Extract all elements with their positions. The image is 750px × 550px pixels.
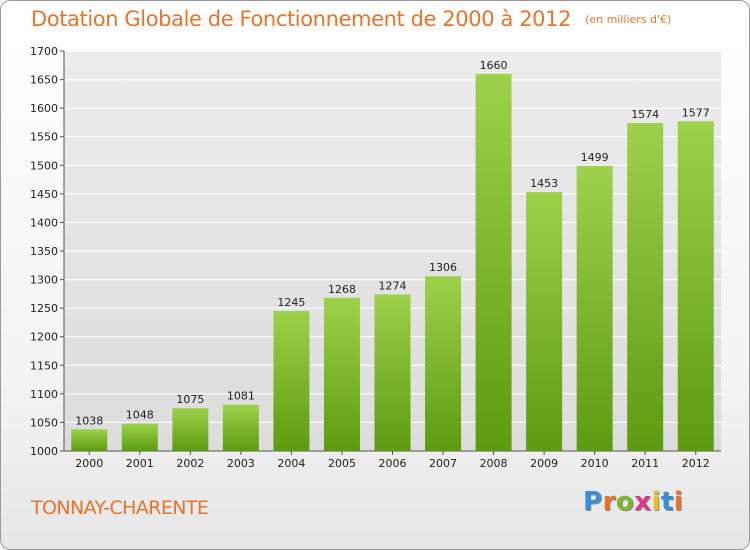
logo-letter: x <box>634 487 652 517</box>
logo-letter: P <box>583 487 603 517</box>
bar <box>677 121 714 452</box>
x-tick-label: 2001 <box>126 457 154 470</box>
data-label: 1660 <box>480 59 508 72</box>
data-label: 1268 <box>328 283 356 296</box>
y-tick-label: 1300 <box>30 274 58 287</box>
x-tick-label: 2007 <box>429 457 457 470</box>
x-tick-label: 2003 <box>227 457 255 470</box>
chart-title-text: Dotation Globale de Fonctionnement de 20… <box>31 7 572 31</box>
data-label: 1075 <box>176 393 204 406</box>
city-name: TONNAY-CHARENTE <box>31 497 209 519</box>
data-label: 1574 <box>631 108 659 121</box>
bar <box>71 429 108 451</box>
bar <box>425 276 462 451</box>
bar <box>526 192 563 451</box>
logo-letter: i <box>673 487 684 517</box>
y-tick-label: 1700 <box>30 45 58 58</box>
data-label: 1274 <box>379 279 407 292</box>
bar <box>323 297 360 451</box>
chart-unit: (en milliers d'€) <box>585 13 672 26</box>
x-tick-label: 2008 <box>480 457 508 470</box>
bar <box>576 165 613 451</box>
logo-letter: r <box>602 487 616 517</box>
data-label: 1245 <box>277 296 305 309</box>
bar <box>627 123 664 451</box>
y-tick-label: 1350 <box>30 245 58 258</box>
data-label: 1453 <box>530 177 558 190</box>
x-tick-label: 2000 <box>75 457 103 470</box>
proxiti-logo: Proxiti <box>583 487 683 517</box>
y-tick-label: 1450 <box>30 188 58 201</box>
bar <box>172 408 209 451</box>
bar <box>222 404 259 451</box>
chart-title: Dotation Globale de Fonctionnement de 20… <box>31 7 671 31</box>
data-label: 1499 <box>581 151 609 164</box>
logo-letter: i <box>651 487 661 517</box>
logo-letter: o <box>615 487 635 517</box>
y-tick-label: 1000 <box>30 445 58 458</box>
y-tick-label: 1200 <box>30 331 58 344</box>
x-tick-label: 2006 <box>379 457 407 470</box>
bar <box>374 294 411 451</box>
y-tick-label: 1500 <box>30 159 58 172</box>
x-tick-label: 2010 <box>581 457 609 470</box>
y-tick-label: 1600 <box>30 102 58 115</box>
bar <box>475 73 512 451</box>
x-tick-label: 2002 <box>176 457 204 470</box>
y-tick-label: 1150 <box>30 359 58 372</box>
x-tick-label: 2009 <box>530 457 558 470</box>
y-tick-label: 1100 <box>30 388 58 401</box>
data-label: 1306 <box>429 261 457 274</box>
data-label: 1048 <box>126 409 154 422</box>
logo-letter: t <box>660 487 674 517</box>
bar <box>121 423 158 451</box>
bar <box>273 311 310 451</box>
y-tick-label: 1050 <box>30 416 58 429</box>
data-label: 1081 <box>227 390 255 403</box>
y-tick-label: 1250 <box>30 302 58 315</box>
x-tick-label: 2012 <box>682 457 710 470</box>
x-tick-label: 2004 <box>277 457 305 470</box>
y-tick-label: 1400 <box>30 216 58 229</box>
x-tick-label: 2011 <box>631 457 659 470</box>
y-tick-label: 1550 <box>30 131 58 144</box>
x-tick-label: 2005 <box>328 457 356 470</box>
data-label: 1577 <box>682 106 710 119</box>
y-tick-label: 1650 <box>30 74 58 87</box>
data-label: 1038 <box>75 414 103 427</box>
